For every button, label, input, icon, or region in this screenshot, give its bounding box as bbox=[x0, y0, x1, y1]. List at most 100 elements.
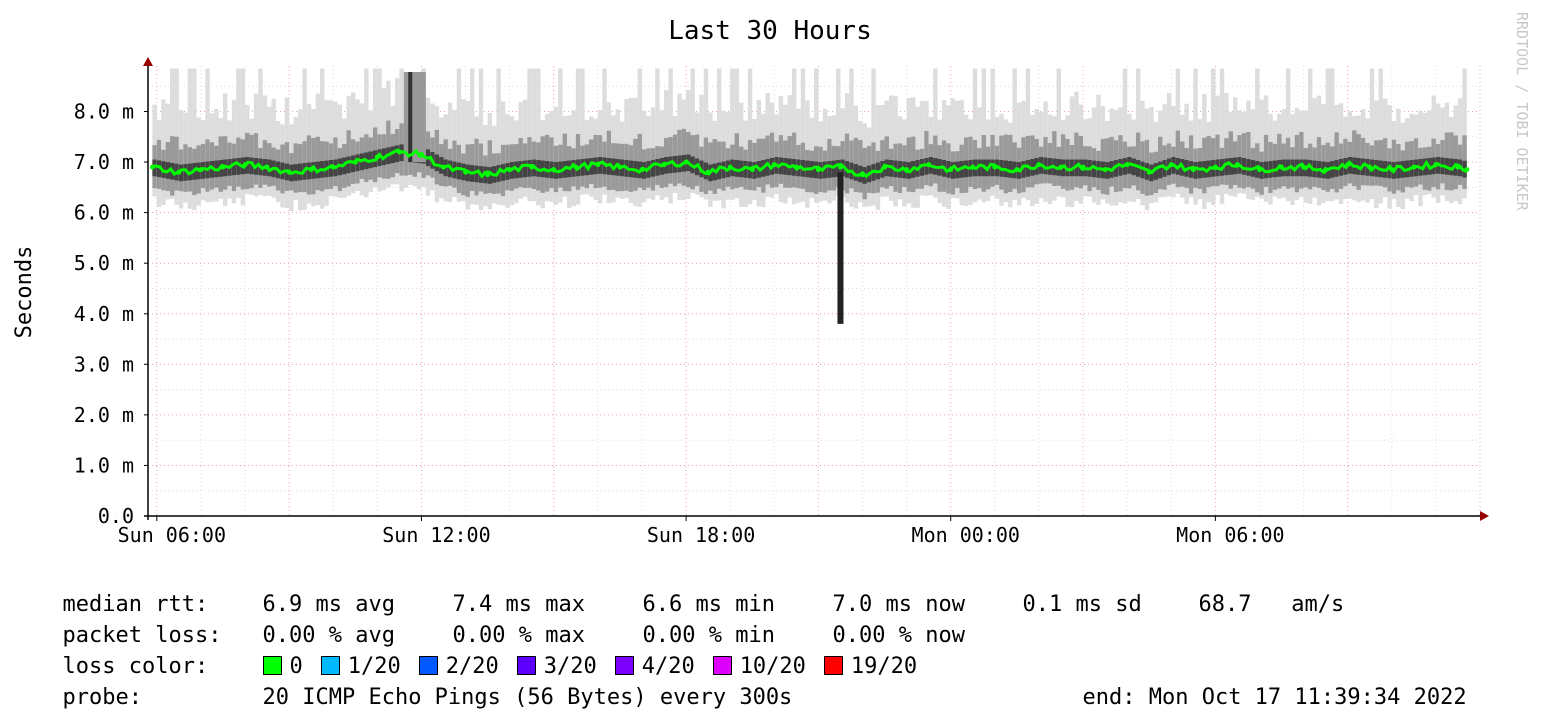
loss-color-swatch bbox=[418, 656, 438, 675]
median-rtt-point bbox=[463, 169, 469, 175]
smoke-outer bbox=[1122, 68, 1128, 204]
loss-color-swatch bbox=[823, 656, 843, 675]
smoke-outer bbox=[536, 68, 541, 206]
smoke-outer bbox=[1096, 94, 1101, 205]
smoke-inner bbox=[593, 157, 598, 175]
smoke-outer bbox=[1330, 68, 1335, 202]
smoke-inner bbox=[677, 155, 682, 173]
median-rtt-point bbox=[418, 151, 424, 157]
smoke-inner bbox=[1241, 158, 1247, 175]
median-rtt-point bbox=[948, 167, 954, 173]
median-rtt-point bbox=[860, 172, 866, 178]
loss-color-swatch bbox=[614, 656, 634, 675]
median-rtt-point bbox=[1036, 162, 1042, 168]
smoke-inner bbox=[1246, 159, 1251, 176]
smoke-outer bbox=[364, 68, 369, 198]
median-rtt-point bbox=[1279, 164, 1285, 170]
smoke-outer bbox=[478, 68, 484, 211]
median-rtt-point bbox=[749, 167, 755, 173]
median-rtt-point bbox=[1212, 164, 1218, 170]
smoke-inner bbox=[765, 159, 770, 176]
smoke-burst-core bbox=[408, 72, 413, 163]
median-rtt-point bbox=[1190, 167, 1196, 173]
legend-row-loss-color: loss color: 0 1/20 2/20 3/20 4/20 10/20 19/20 bbox=[36, 620, 935, 682]
median-rtt-sd: 0.1 ms sd bbox=[1022, 592, 1142, 617]
median-rtt-point bbox=[1256, 167, 1262, 173]
smoke-inner bbox=[888, 160, 894, 177]
median-rtt-point bbox=[595, 162, 601, 168]
loss-color-list: 0 1/20 2/20 3/20 4/20 10/20 19/20 bbox=[262, 651, 936, 682]
loss-color-swatch bbox=[262, 656, 282, 675]
smoke-outer bbox=[703, 68, 709, 200]
smoke-inner bbox=[1113, 160, 1119, 177]
smoke-outer bbox=[655, 68, 660, 196]
median-rtt-point bbox=[992, 164, 998, 170]
smoke-inner bbox=[853, 164, 859, 181]
rtt-chart: 0.0 1.0 m 2.0 m 3.0 m 4.0 m 5.0 m 6.0 m 7.0 m 8.… bbox=[12, 12, 1531, 547]
smoke-burst bbox=[403, 72, 426, 163]
smoke-inner bbox=[977, 159, 982, 177]
smoke-outer bbox=[1285, 68, 1291, 202]
packet-loss-label: packet loss: bbox=[62, 623, 222, 648]
loss-color-label-text: 1/20 bbox=[347, 654, 401, 679]
smoke-inner bbox=[328, 160, 334, 177]
median-rtt-point bbox=[1146, 169, 1152, 175]
y-axis-label: Seconds bbox=[12, 246, 37, 339]
probe-text: 20 ICMP Echo Pings (56 Bytes) every 300s bbox=[262, 685, 793, 710]
smoke-outer bbox=[716, 68, 722, 201]
median-rtt-point bbox=[573, 164, 579, 170]
median-rtt-series bbox=[149, 148, 1470, 179]
smoke-outer bbox=[699, 94, 704, 198]
smoke-inner bbox=[836, 160, 841, 177]
legend-row-probe: probe: 20 ICMP Echo Pings (56 Bytes) ever… bbox=[36, 651, 1467, 713]
smoke-outer bbox=[456, 68, 462, 202]
smoke-outer bbox=[192, 68, 197, 211]
smoke-outer bbox=[236, 68, 241, 198]
x-tick-label: Mon 06:00 bbox=[1176, 523, 1284, 547]
end-time: end: Mon Oct 17 11:39:34 2022 bbox=[1082, 685, 1467, 710]
smoke-outer bbox=[558, 68, 563, 203]
median-rtt-avg: 6.9 ms avg bbox=[262, 592, 395, 617]
median-rtt-point bbox=[1080, 164, 1086, 170]
median-rtt-point bbox=[198, 167, 204, 173]
rtt-dip-mark bbox=[837, 172, 844, 324]
smoke-outer bbox=[919, 101, 925, 196]
smoke-mid bbox=[1263, 134, 1269, 187]
smoke-outer bbox=[531, 68, 537, 202]
median-rtt-point bbox=[1234, 162, 1240, 168]
median-rtt-point bbox=[1411, 164, 1417, 170]
loss-color-item: 4/20 bbox=[614, 651, 695, 682]
smoke-outer bbox=[849, 68, 854, 207]
smoke-outer bbox=[527, 68, 532, 202]
median-rtt-point bbox=[441, 164, 447, 170]
smoke-outer bbox=[240, 68, 246, 206]
smoke-outer bbox=[1325, 68, 1331, 201]
median-rtt-point bbox=[308, 167, 314, 173]
smoke-outer bbox=[933, 68, 938, 198]
x-tick-label: Sun 06:00 bbox=[118, 523, 226, 547]
median-rtt-point bbox=[485, 172, 491, 178]
median-rtt-point bbox=[815, 167, 821, 173]
smoke-inner bbox=[394, 145, 400, 163]
smoke-outer bbox=[888, 95, 894, 201]
smoke-mid bbox=[637, 133, 642, 188]
smoke-outer bbox=[668, 68, 673, 204]
smoke-outer bbox=[1462, 68, 1467, 199]
smoke-inner bbox=[505, 163, 510, 180]
y-tick-label: 7.0 m bbox=[74, 150, 134, 174]
x-tick-label: Mon 00:00 bbox=[912, 523, 1020, 547]
smoke-inner bbox=[919, 159, 925, 176]
smoke-inner bbox=[337, 158, 343, 176]
smoke-outer bbox=[1259, 99, 1264, 199]
smoke-outer bbox=[1193, 68, 1198, 205]
smoke-inner bbox=[1263, 161, 1269, 179]
smoke-inner bbox=[1158, 161, 1163, 179]
loss-color-label-text: 4/20 bbox=[641, 654, 695, 679]
smoke-outer bbox=[469, 68, 475, 205]
smoke-inner bbox=[456, 162, 462, 180]
median-rtt-min: 6.6 ms min bbox=[642, 592, 775, 617]
smoke-outer bbox=[800, 68, 806, 202]
smoke-inner bbox=[156, 160, 162, 178]
median-rtt-point bbox=[176, 169, 182, 175]
smoke-outer bbox=[461, 99, 466, 202]
